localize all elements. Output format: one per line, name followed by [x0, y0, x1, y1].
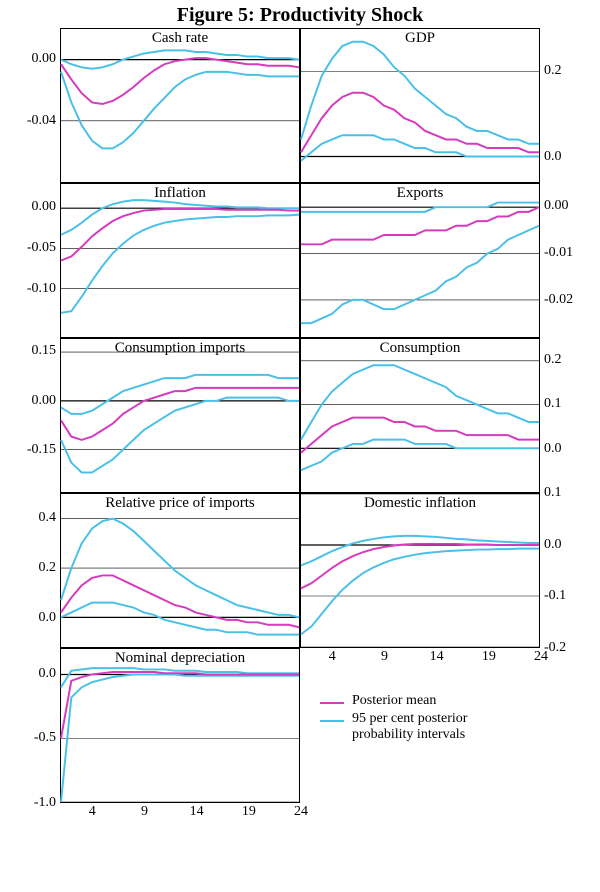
ytick-label: -0.1	[539, 588, 566, 604]
ytick-label: 0.00	[539, 198, 569, 214]
legend-item: 95 per cent posterior probability interv…	[320, 711, 530, 743]
ytick-label: 0.0	[39, 610, 62, 626]
xtick-label: 9	[141, 802, 148, 820]
panel-exports: Exports0.00-0.01-0.02	[300, 183, 540, 338]
xtick-label: 14	[190, 802, 204, 820]
ytick-label: 0.2	[539, 63, 562, 79]
ytick-label: 0.2	[39, 560, 62, 576]
ytick-label: 0.00	[32, 199, 62, 215]
xtick-label: 19	[482, 647, 496, 665]
ytick-label: 0.4	[39, 510, 62, 526]
cash_rate-mean-line	[61, 58, 299, 104]
ytick-label: 0.0	[539, 537, 562, 553]
xtick-label: 24	[294, 802, 308, 820]
ytick-label: 0.0	[539, 149, 562, 165]
legend: Posterior mean 95 per cent posterior prob…	[320, 693, 530, 745]
dom_inflation-mean-line	[301, 544, 539, 588]
xtick-label: 14	[430, 647, 444, 665]
ytick-label: -0.15	[27, 442, 61, 458]
xtick-label: 24	[534, 647, 548, 665]
legend-swatch	[320, 720, 344, 722]
ytick-label: -0.02	[539, 292, 573, 308]
ytick-label: 0.0	[539, 441, 562, 457]
panel-rel_price_imports: Relative price of imports0.40.20.0	[60, 493, 300, 648]
consumption-lower-line	[301, 440, 539, 471]
legend-swatch	[320, 702, 344, 704]
figure-title: Figure 5: Productivity Shock	[0, 0, 600, 27]
legend-label: 95 per cent posterior probability interv…	[352, 711, 530, 743]
gdp-mean-line	[301, 93, 539, 153]
consumption-upper-line	[301, 365, 539, 439]
panel-consumption: Consumption0.20.10.0	[300, 338, 540, 493]
nom_dep-upper-line	[61, 668, 299, 687]
panel-nom_dep: Nominal depreciation0.0-0.5-1.049141924	[60, 648, 300, 803]
ytick-label: -0.05	[27, 240, 61, 256]
ytick-label: -0.04	[27, 113, 61, 129]
legend-item: Posterior mean	[320, 693, 530, 709]
legend-label: Posterior mean	[352, 693, 436, 709]
panel-cons_imports: Consumption imports0.150.00-0.15	[60, 338, 300, 493]
cons_imports-mean-line	[61, 388, 299, 440]
panel-cash_rate: Cash rate0.00-0.04	[60, 28, 300, 183]
xtick-label: 9	[381, 647, 388, 665]
panel-gdp: GDP0.20.0	[300, 28, 540, 183]
ytick-label: 0.1	[539, 485, 562, 501]
panel-inflation: Inflation0.00-0.05-0.10	[60, 183, 300, 338]
ytick-label: 0.15	[32, 343, 62, 359]
ytick-label: 0.00	[32, 51, 62, 67]
ytick-label: -0.5	[34, 730, 61, 746]
ytick-label: -0.01	[539, 245, 573, 261]
ytick-label: 0.00	[32, 393, 62, 409]
panel-dom_inflation: Domestic inflation0.10.0-0.1-0.249141924	[300, 493, 540, 648]
xtick-label: 4	[329, 647, 336, 665]
ytick-label: 0.1	[539, 396, 562, 412]
rel_price_imports-mean-line	[61, 575, 299, 627]
inflation-upper-line	[61, 200, 299, 235]
ytick-label: -0.10	[27, 281, 61, 297]
dom_inflation-lower-line	[301, 549, 539, 635]
cash_rate-lower-line	[61, 72, 299, 149]
gdp-upper-line	[301, 42, 539, 144]
xtick-label: 19	[242, 802, 256, 820]
ytick-label: 0.0	[39, 666, 62, 682]
rel_price_imports-lower-line	[61, 603, 299, 635]
inflation-lower-line	[61, 215, 299, 313]
ytick-label: -1.0	[34, 795, 61, 811]
dom_inflation-upper-line	[301, 536, 539, 566]
xtick-label: 4	[89, 802, 96, 820]
ytick-label: 0.2	[539, 352, 562, 368]
